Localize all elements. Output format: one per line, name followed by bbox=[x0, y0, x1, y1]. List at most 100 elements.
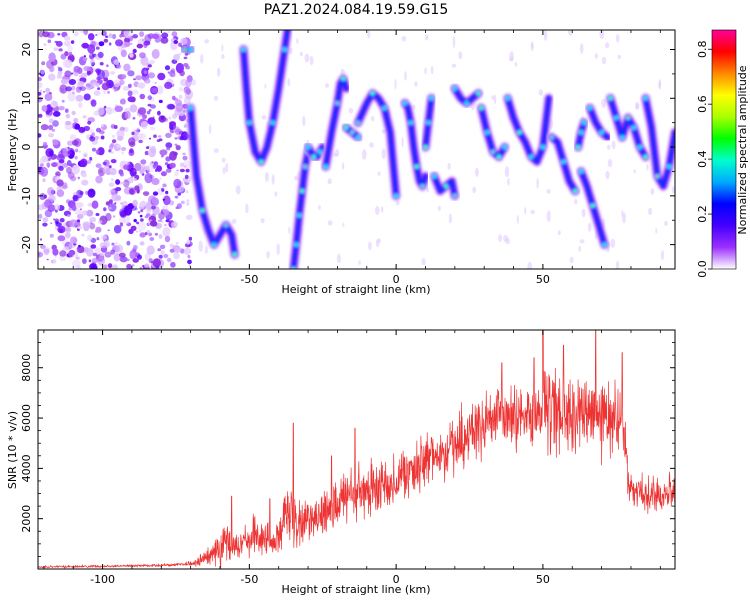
track-stroke bbox=[506, 96, 551, 164]
colorbar-gradient bbox=[712, 30, 736, 269]
track-hotspot bbox=[317, 149, 323, 155]
noise-speckle-dot bbox=[144, 42, 147, 45]
faint-speck bbox=[264, 84, 267, 89]
noise-speckle-dot bbox=[137, 82, 146, 89]
noise-speckle-dot bbox=[111, 178, 114, 181]
colorbar: 0.0 0.2 0.4 0.6 0.8 Normalized spectral ampl… bbox=[696, 29, 749, 278]
track-hotspot bbox=[666, 164, 672, 170]
noise-speckle-dot bbox=[150, 104, 156, 109]
noise-speckle-dot bbox=[59, 218, 65, 223]
x-tick-label: 0 bbox=[393, 273, 400, 286]
noise-speckle-dot bbox=[43, 124, 46, 127]
noise-speckle-dot bbox=[178, 87, 184, 92]
colorbar-tick-label: 0.0 bbox=[696, 260, 709, 278]
track-hotspot-core bbox=[644, 155, 648, 159]
faint-speck bbox=[401, 136, 404, 148]
noise-speckle-dot bbox=[95, 213, 100, 216]
snr-x-axis-title: Height of straight line (km) bbox=[281, 583, 430, 596]
track-hotspot-core bbox=[424, 145, 427, 149]
faint-speck bbox=[260, 218, 265, 224]
noise-speckle-dot bbox=[65, 231, 71, 239]
faint-speck bbox=[579, 239, 585, 244]
faint-speck bbox=[605, 42, 610, 49]
noise-speckle-dot bbox=[63, 35, 71, 41]
noise-speckle-dot bbox=[170, 68, 176, 74]
noise-speckle-dot bbox=[94, 247, 102, 255]
noise-speckle-dot bbox=[49, 133, 53, 136]
track-hotspot bbox=[425, 120, 431, 126]
noise-speckle-dot bbox=[123, 164, 129, 170]
noise-speckle-dot bbox=[48, 150, 54, 156]
noise-speckle-dot bbox=[40, 70, 45, 75]
noise-speckle-dot bbox=[110, 151, 114, 154]
faint-speck bbox=[543, 30, 548, 42]
noise-speckle-dot bbox=[139, 93, 146, 100]
spectral-track bbox=[584, 102, 613, 143]
y-tick-label: 8000 bbox=[20, 354, 33, 382]
faint-speck bbox=[381, 206, 384, 213]
faint-speck bbox=[474, 167, 479, 177]
noise-speckle-dot bbox=[169, 243, 174, 248]
noise-speckle-dot bbox=[52, 248, 59, 256]
noise-speckle-dot bbox=[85, 190, 89, 195]
noise-speckle-dot bbox=[108, 34, 114, 39]
noise-speckle-dot bbox=[157, 219, 161, 223]
noise-speckle-dot bbox=[76, 189, 83, 199]
noise-speckle-dot bbox=[185, 168, 190, 173]
noise-speckle-dot bbox=[177, 192, 181, 196]
y-tick-label: -20 bbox=[20, 236, 33, 254]
track-stroke bbox=[644, 96, 675, 188]
noise-speckle-dot bbox=[123, 179, 130, 188]
colorbar-tick-label: 0.8 bbox=[696, 40, 709, 58]
noise-speckle-dot bbox=[115, 242, 118, 245]
track-hotspot bbox=[578, 168, 584, 174]
faint-speck bbox=[221, 53, 225, 60]
noise-speckle-dot bbox=[120, 49, 127, 58]
noise-speckle-dot bbox=[159, 177, 162, 180]
noise-speckle-dot bbox=[87, 203, 93, 207]
noise-speckle-dot bbox=[146, 230, 151, 234]
faint-speck bbox=[616, 34, 620, 43]
noise-speckle-dot bbox=[96, 163, 99, 166]
faint-speck bbox=[204, 39, 210, 44]
noise-speckle-dot bbox=[137, 254, 142, 260]
track-stroke bbox=[242, 30, 289, 164]
faint-speck bbox=[660, 250, 665, 261]
faint-speck bbox=[191, 79, 196, 86]
noise-speckle-dot bbox=[48, 73, 56, 81]
noise-speckle-dot bbox=[46, 258, 49, 261]
track-hotspot bbox=[282, 46, 288, 53]
noise-speckle-dot bbox=[83, 223, 90, 232]
noise-speckle-dot bbox=[183, 87, 191, 96]
noise-speckle-dot bbox=[154, 232, 158, 236]
track-hotspot bbox=[211, 242, 217, 248]
snr-y-axis-title: SNR (10 * v/v) bbox=[6, 411, 19, 489]
noise-speckle-dot bbox=[38, 213, 43, 219]
noise-speckle-dot bbox=[97, 51, 104, 59]
noise-speckle-dot bbox=[43, 43, 47, 46]
track-stroke bbox=[588, 106, 609, 139]
noise-speckle-dot bbox=[102, 161, 107, 166]
noise-speckle-dot bbox=[88, 259, 92, 263]
noise-speckle-dot bbox=[116, 129, 125, 139]
noise-speckle-dot bbox=[68, 51, 73, 57]
noise-speckle-dot bbox=[134, 162, 142, 172]
noise-speckle-dot bbox=[83, 93, 91, 101]
noise-speckle-dot bbox=[127, 83, 132, 88]
noise-speckle-dot bbox=[72, 194, 78, 202]
noise-speckle-dot bbox=[182, 160, 191, 169]
noise-speckle-dot bbox=[161, 187, 165, 192]
faint-speck bbox=[578, 245, 582, 252]
noise-speckle-dot bbox=[138, 133, 147, 140]
x-tick-label: 50 bbox=[536, 573, 550, 586]
faint-speck bbox=[302, 115, 306, 127]
noise-speckle-dot bbox=[70, 236, 78, 244]
noise-speckle-dot bbox=[52, 139, 57, 143]
noise-speckle-dot bbox=[105, 35, 108, 38]
noise-speckle-dot bbox=[100, 253, 104, 257]
noise-speckle-dot bbox=[53, 111, 61, 117]
noise-speckle-dot bbox=[174, 195, 179, 199]
noise-speckle-dot bbox=[176, 203, 182, 210]
faint-speck bbox=[288, 226, 291, 235]
noise-speckle-dot bbox=[185, 79, 192, 88]
